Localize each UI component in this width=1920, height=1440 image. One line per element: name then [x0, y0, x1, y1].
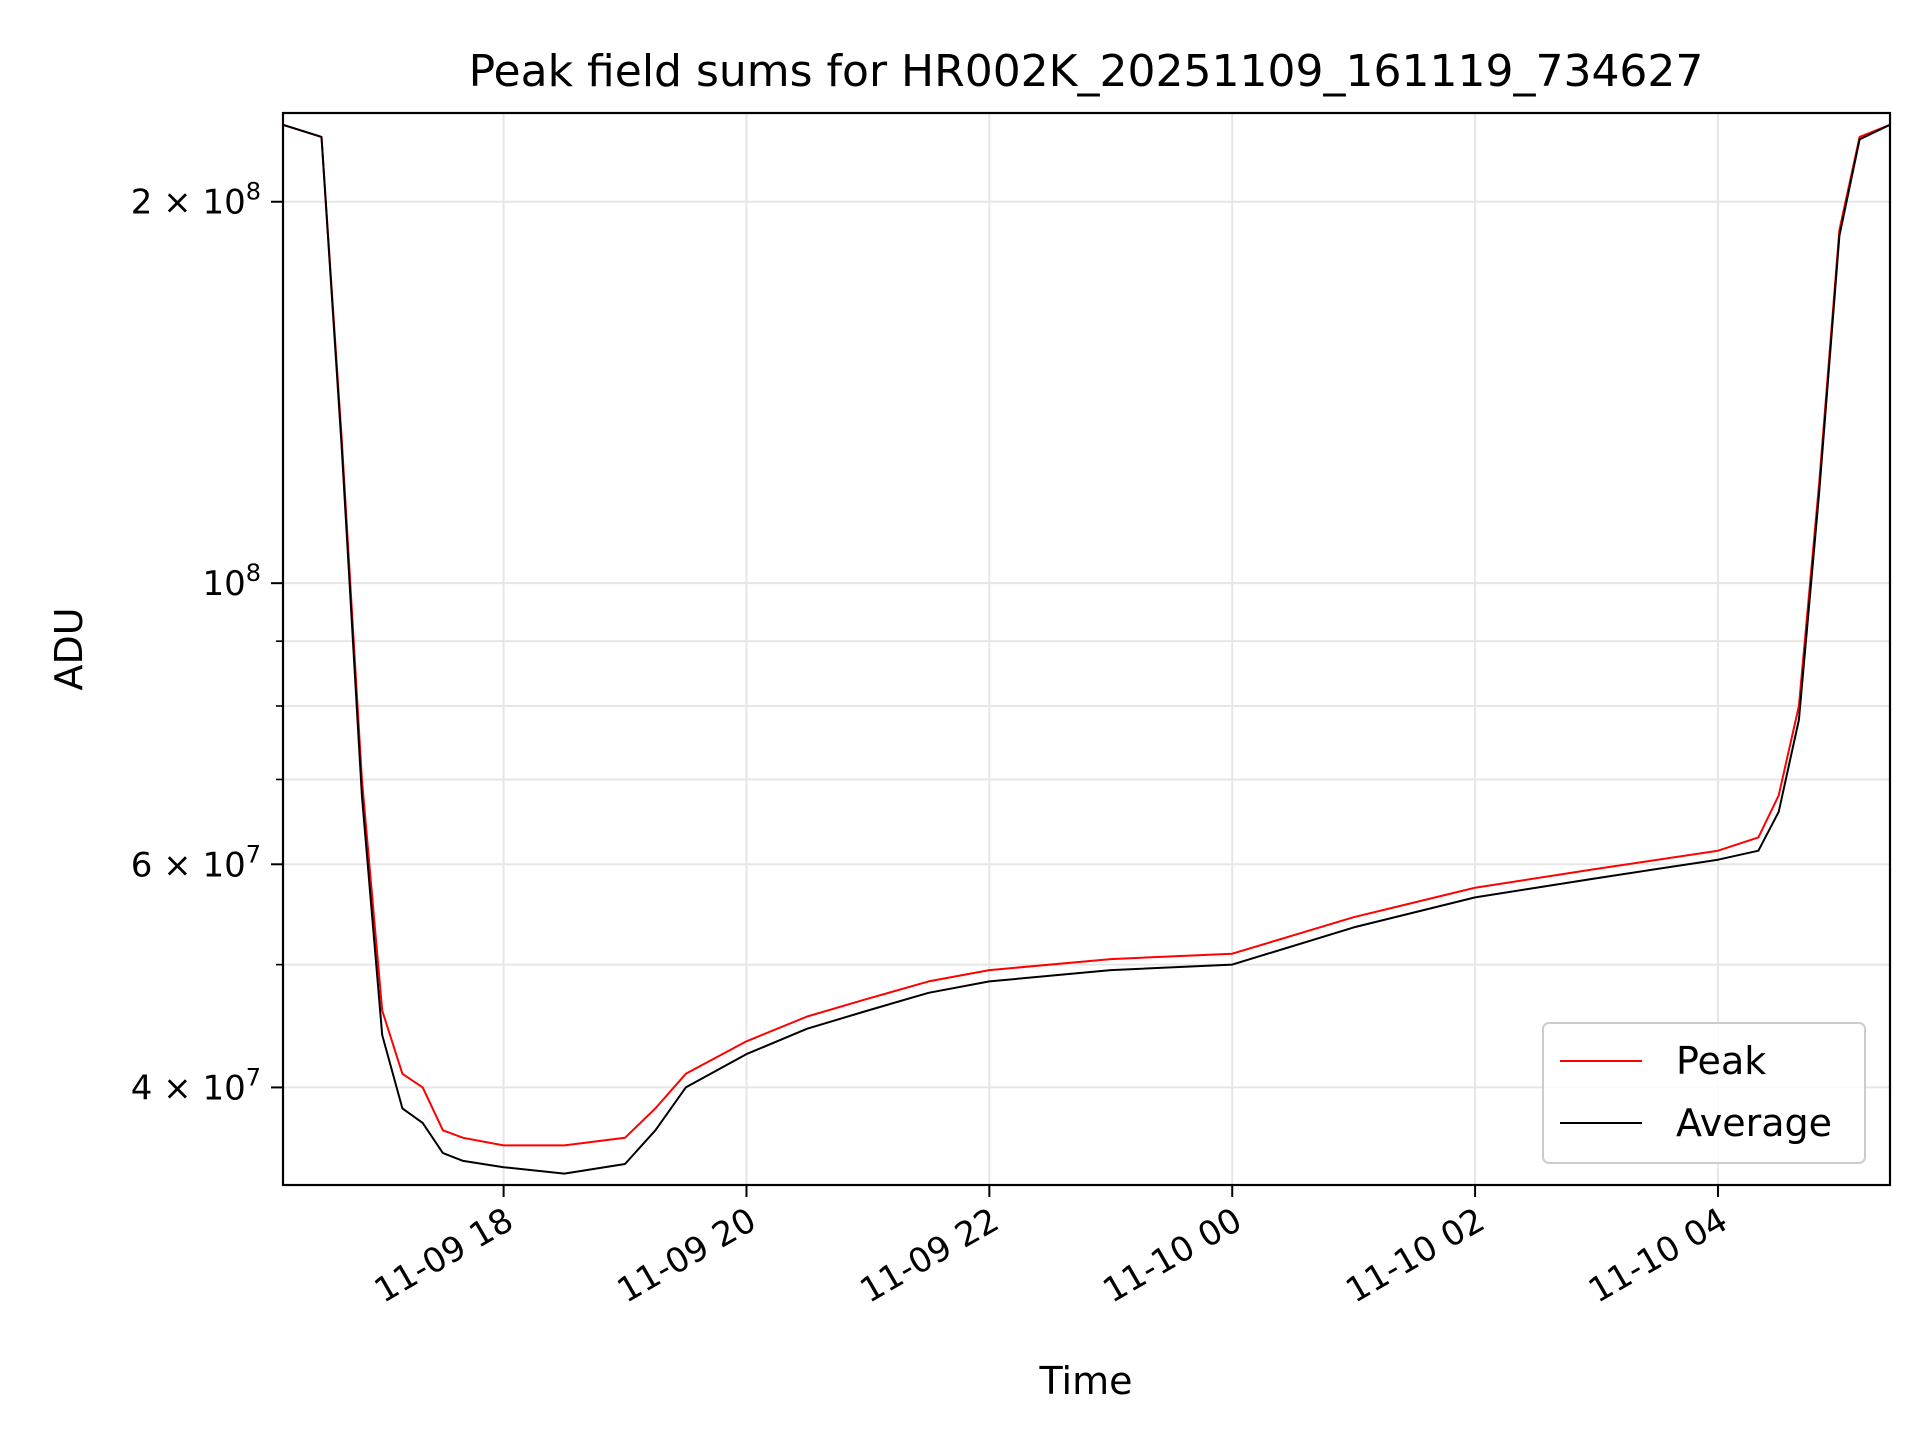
x-axis-label: Time	[1039, 1359, 1133, 1403]
series-line-peak	[283, 123, 1890, 1147]
y-tick-label: 6 × 107	[131, 840, 261, 885]
plot-frame	[281, 111, 1892, 1187]
plot-lines	[283, 123, 1890, 1175]
legend: Peak Average	[1542, 1022, 1866, 1164]
y-axis-label: ADU	[47, 607, 91, 690]
series-line-average	[283, 123, 1890, 1175]
y-axis: 4 × 107 6 × 107 108 2 × 108	[131, 178, 283, 1108]
legend-label-peak: Peak	[1676, 1039, 1766, 1083]
y-tick-label: 2 × 108	[131, 178, 261, 223]
chart-title: Peak field sums for HR002K_20251109_1611…	[469, 46, 1704, 97]
legend-box	[1542, 1022, 1866, 1164]
y-tick-label: 4 × 107	[131, 1063, 261, 1108]
legend-label-average: Average	[1676, 1101, 1832, 1145]
grid	[283, 113, 1890, 1185]
y-tick-label: 108	[202, 559, 261, 604]
